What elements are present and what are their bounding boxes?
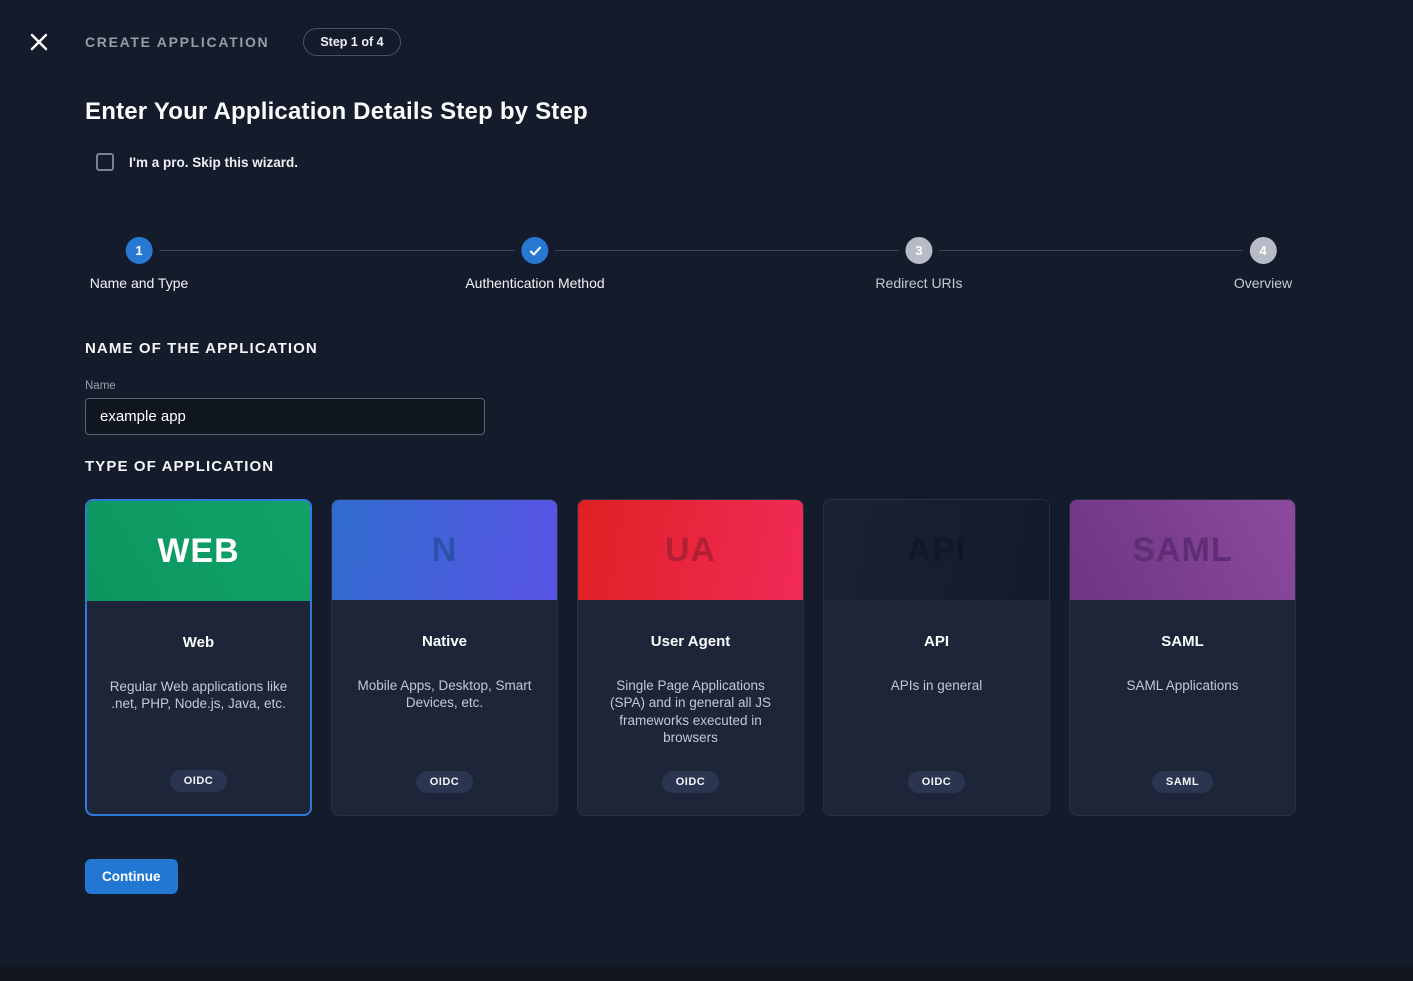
step-authentication-method[interactable]: Authentication Method [465,237,605,291]
step-4-label: Overview [1233,275,1293,291]
card-web-body: Web Regular Web applications like .net, … [87,601,310,814]
card-user-agent-header: UA [578,500,803,600]
step-2-indicator [521,237,549,264]
dialog-topbar: CREATE APPLICATION Step 1 of 4 [0,0,1413,56]
card-saml[interactable]: SAML SAML SAML Applications SAML [1069,499,1296,816]
step-2-label: Authentication Method [465,275,605,291]
card-description: Regular Web applications like .net, PHP,… [109,679,288,712]
card-web[interactable]: WEB Web Regular Web applications like .n… [85,499,312,816]
step-name-and-type[interactable]: 1 Name and Type [89,237,189,291]
check-icon [528,244,542,258]
step-1-indicator: 1 [125,237,153,264]
step-redirect-uris[interactable]: 3 Redirect URIs [875,237,963,291]
card-user-agent-body: User Agent Single Page Applications (SPA… [578,600,803,815]
step-1-label: Name and Type [89,275,189,291]
continue-button[interactable]: Continue [85,859,178,894]
stepper-connector [555,250,899,251]
card-description: Mobile Apps, Desktop, Smart Devices, etc… [357,678,532,711]
skip-wizard-checkbox[interactable] [96,153,114,171]
type-section-heading: TYPE OF APPLICATION [85,458,275,475]
card-title: User Agent [650,633,731,650]
card-native-body: Native Mobile Apps, Desktop, Smart Devic… [332,600,557,815]
application-name-input[interactable] [85,398,485,435]
skip-wizard-label[interactable]: I'm a pro. Skip this wizard. [129,154,298,170]
name-field-label: Name [85,380,116,392]
step-3-label: Redirect URIs [875,275,963,291]
card-title: SAML [1161,633,1204,650]
dialog-title: CREATE APPLICATION [85,34,270,50]
card-native-header: N [332,500,557,600]
card-title: Web [182,634,215,651]
protocol-badge: OIDC [661,771,720,793]
card-title: API [923,633,949,650]
stepper: 1 Name and Type Authentication Method 3 … [0,237,1413,293]
protocol-badge: OIDC [907,771,966,793]
protocol-badge: OIDC [169,770,228,792]
name-section-heading: NAME OF THE APPLICATION [85,340,318,357]
page-title: Enter Your Application Details Step by S… [85,98,588,125]
card-api-body: API APIs in general OIDC [824,600,1049,815]
card-saml-body: SAML SAML Applications SAML [1070,600,1295,815]
card-description: Single Page Applications (SPA) and in ge… [609,678,772,745]
card-api[interactable]: API API APIs in general OIDC [823,499,1050,816]
step-4-indicator: 4 [1249,237,1277,264]
card-description: SAML Applications [1126,678,1239,693]
skip-wizard-row: I'm a pro. Skip this wizard. [85,153,1328,171]
step-3-indicator: 3 [905,237,933,264]
page-bottom-strip [0,967,1413,981]
card-user-agent[interactable]: UA User Agent Single Page Applications (… [577,499,804,816]
card-title: Native [421,633,468,650]
protocol-badge: OIDC [415,771,474,793]
close-icon [29,32,49,52]
close-button[interactable] [27,30,51,54]
card-description: APIs in general [890,678,983,693]
stepper-connector [939,250,1243,251]
stepper-connector [159,250,515,251]
step-badge: Step 1 of 4 [303,28,401,56]
application-type-cards: WEB Web Regular Web applications like .n… [85,499,1328,816]
step-overview[interactable]: 4 Overview [1234,237,1292,291]
card-api-header: API [824,500,1049,600]
card-native[interactable]: N Native Mobile Apps, Desktop, Smart Dev… [331,499,558,816]
card-saml-header: SAML [1070,500,1295,600]
card-web-header: WEB [87,501,310,601]
protocol-badge: SAML [1151,771,1214,793]
